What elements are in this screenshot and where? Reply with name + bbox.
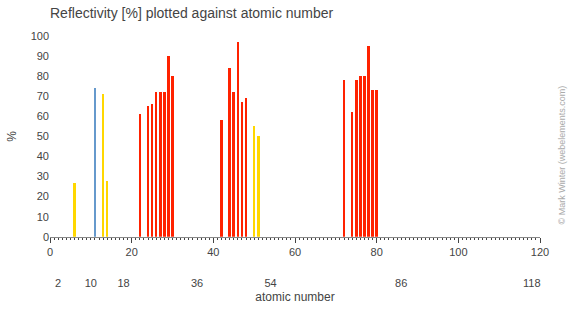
- svg-text:%: %: [5, 131, 19, 142]
- svg-text:60: 60: [289, 246, 301, 258]
- svg-text:60: 60: [37, 110, 49, 122]
- svg-text:Reflectivity [%] plotted again: Reflectivity [%] plotted against atomic …: [50, 5, 334, 21]
- svg-text:0: 0: [43, 231, 49, 243]
- svg-text:100: 100: [449, 246, 467, 258]
- svg-text:40: 40: [207, 246, 219, 258]
- svg-text:86: 86: [395, 277, 407, 289]
- svg-text:90: 90: [37, 50, 49, 62]
- svg-text:30: 30: [37, 170, 49, 182]
- svg-text:70: 70: [37, 90, 49, 102]
- svg-text:2: 2: [55, 277, 61, 289]
- svg-text:18: 18: [117, 277, 129, 289]
- svg-text:36: 36: [191, 277, 203, 289]
- svg-text:atomic number: atomic number: [255, 290, 334, 304]
- svg-text:54: 54: [264, 277, 276, 289]
- svg-text:40: 40: [37, 150, 49, 162]
- svg-text:100: 100: [31, 30, 49, 42]
- svg-text:80: 80: [37, 70, 49, 82]
- svg-text:80: 80: [371, 246, 383, 258]
- svg-text:10: 10: [85, 277, 97, 289]
- svg-text:20: 20: [126, 246, 138, 258]
- svg-text:50: 50: [37, 130, 49, 142]
- svg-text:20: 20: [37, 190, 49, 202]
- svg-text:0: 0: [47, 246, 53, 258]
- svg-text:10: 10: [37, 211, 49, 223]
- svg-text:118: 118: [523, 277, 541, 289]
- svg-text:© Mark Winter (webelements.com: © Mark Winter (webelements.com): [557, 86, 567, 225]
- svg-text:120: 120: [531, 246, 549, 258]
